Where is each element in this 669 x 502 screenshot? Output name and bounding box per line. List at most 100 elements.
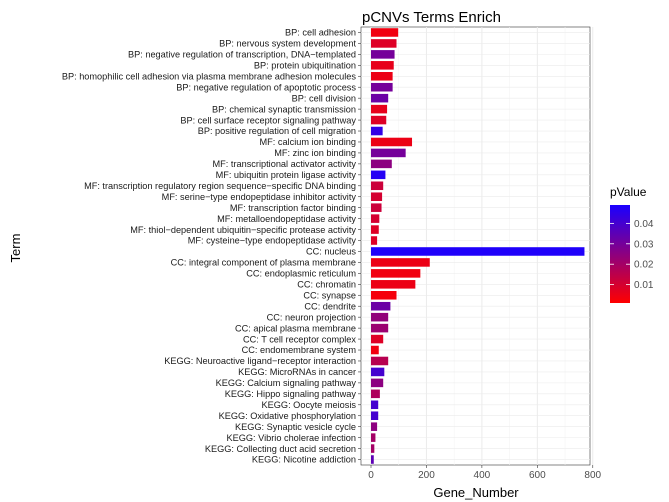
term-label: BP: cell adhesion (285, 28, 356, 38)
y-axis-title: Term (8, 234, 23, 263)
bar (371, 39, 397, 48)
term-label: KEGG: Oxidative phosphorylation (219, 411, 356, 421)
term-label: MF: transcriptional activator activity (213, 159, 357, 169)
term-label: MF: ubiquitin protein ligase activity (216, 170, 357, 180)
x-tick-label: 400 (474, 470, 491, 481)
term-label: CC: chromatin (297, 280, 356, 290)
bar (371, 422, 378, 431)
bar (371, 301, 391, 311)
plot-panel (360, 26, 594, 466)
bar (371, 203, 382, 212)
bar (371, 334, 384, 344)
bar (371, 378, 384, 388)
bar (371, 192, 383, 201)
term-label: CC: neuron projection (267, 312, 356, 322)
bar (371, 258, 430, 267)
term-label: CC: apical plasma membrane (235, 323, 356, 333)
bar (371, 433, 376, 442)
term-label: BP: negative regulation of apoptotic pro… (176, 82, 356, 92)
term-label: BP: homophilic cell adhesion via plasma … (62, 71, 357, 81)
term-label: KEGG: Calcium signaling pathway (216, 378, 357, 388)
legend-tick-label: 0.02 (634, 260, 654, 271)
bar (371, 345, 379, 355)
term-label: KEGG: Hippo signaling pathway (225, 389, 357, 399)
term-label: BP: positive regulation of cell migratio… (198, 126, 356, 136)
bar (371, 444, 375, 453)
term-label: KEGG: Vibrio cholerae infection (226, 433, 356, 443)
x-tick-label: 200 (418, 470, 435, 481)
bar (371, 367, 385, 377)
term-label: MF: transcription regulatory region sequ… (84, 181, 356, 191)
bar (371, 50, 395, 59)
term-label: MF: serine−type endopeptidase inhibitor … (162, 192, 357, 202)
x-tick-label: 800 (584, 470, 601, 481)
chart-title: pCNVs Terms Enrich (362, 9, 501, 26)
bar (371, 225, 379, 234)
term-label: CC: T cell receptor complex (243, 334, 356, 344)
term-label: CC: dendrite (304, 301, 356, 311)
bar (371, 356, 389, 366)
term-label: MF: thiol−dependent ubiquitin−specific p… (130, 225, 356, 235)
term-label: MF: transcription factor binding (230, 203, 356, 213)
x-axis-ticks: 0 200 400 600 800 (368, 465, 602, 481)
term-label: BP: chemical synaptic transmission (212, 104, 356, 114)
term-label: CC: integral component of plasma membran… (171, 258, 356, 268)
term-label: CC: synapse (303, 290, 356, 300)
x-tick-label: 0 (368, 470, 374, 481)
bar (371, 400, 379, 410)
legend-title: pValue (610, 185, 647, 199)
term-label: KEGG: Synaptic vesicle cycle (235, 422, 356, 432)
term-label: CC: endomembrane system (242, 345, 357, 355)
term-label: MF: calcium ion binding (259, 137, 356, 147)
term-label: KEGG: Collecting duct acid secretion (205, 444, 356, 454)
bar (371, 312, 389, 322)
bar (371, 323, 389, 333)
bar (371, 61, 394, 70)
term-label: BP: protein ubiquitination (254, 61, 356, 71)
bar (371, 291, 397, 300)
term-label: CC: nucleus (306, 247, 356, 257)
bar (371, 280, 416, 289)
bar (371, 148, 406, 158)
term-label: CC: endoplasmic reticulum (246, 269, 356, 279)
term-label: KEGG: Nicotine addiction (252, 455, 356, 465)
term-label: BP: cell division (292, 93, 356, 103)
legend-ticks: 0.01 0.02 0.03 0.04 (610, 219, 654, 291)
bar (371, 82, 393, 92)
legend-tick-label: 0.01 (634, 280, 654, 291)
term-label: KEGG: MicroRNAs in cancer (238, 367, 356, 377)
legend-tick-label: 0.03 (634, 239, 654, 250)
bar (371, 104, 388, 114)
bar (371, 170, 386, 180)
bar (371, 181, 384, 191)
bar (371, 455, 374, 464)
bar (371, 269, 421, 278)
legend-tick-label: 0.04 (634, 219, 654, 230)
panel-border (360, 26, 591, 466)
bar (371, 411, 379, 420)
term-label: MF: cysteine−type endopeptidase activity (188, 236, 357, 246)
term-label: BP: negative regulation of transcription… (128, 50, 356, 60)
bar (371, 137, 413, 147)
bar (371, 126, 383, 136)
x-tick-label: 600 (529, 470, 546, 481)
term-label: BP: cell surface receptor signaling path… (180, 115, 356, 125)
term-label: KEGG: Neuroactive ligand−receptor intera… (164, 356, 356, 366)
bar (371, 28, 399, 37)
term-label: BP: nervous system development (219, 39, 356, 49)
bar (371, 159, 392, 169)
bar (371, 247, 585, 256)
x-axis-title: Gene_Number (433, 485, 519, 500)
bar (371, 389, 380, 399)
bar (371, 236, 378, 245)
bar (371, 93, 389, 103)
term-label: MF: metalloendopeptidase activity (217, 214, 356, 224)
term-label: KEGG: Oocyte meiosis (262, 400, 357, 410)
term-label: MF: zinc ion binding (274, 148, 356, 158)
legend-colorbar (610, 205, 630, 303)
pvalue-legend: pValue 0.01 0.02 0.03 0.04 (610, 185, 654, 303)
bar (371, 214, 380, 223)
bar (371, 72, 393, 81)
